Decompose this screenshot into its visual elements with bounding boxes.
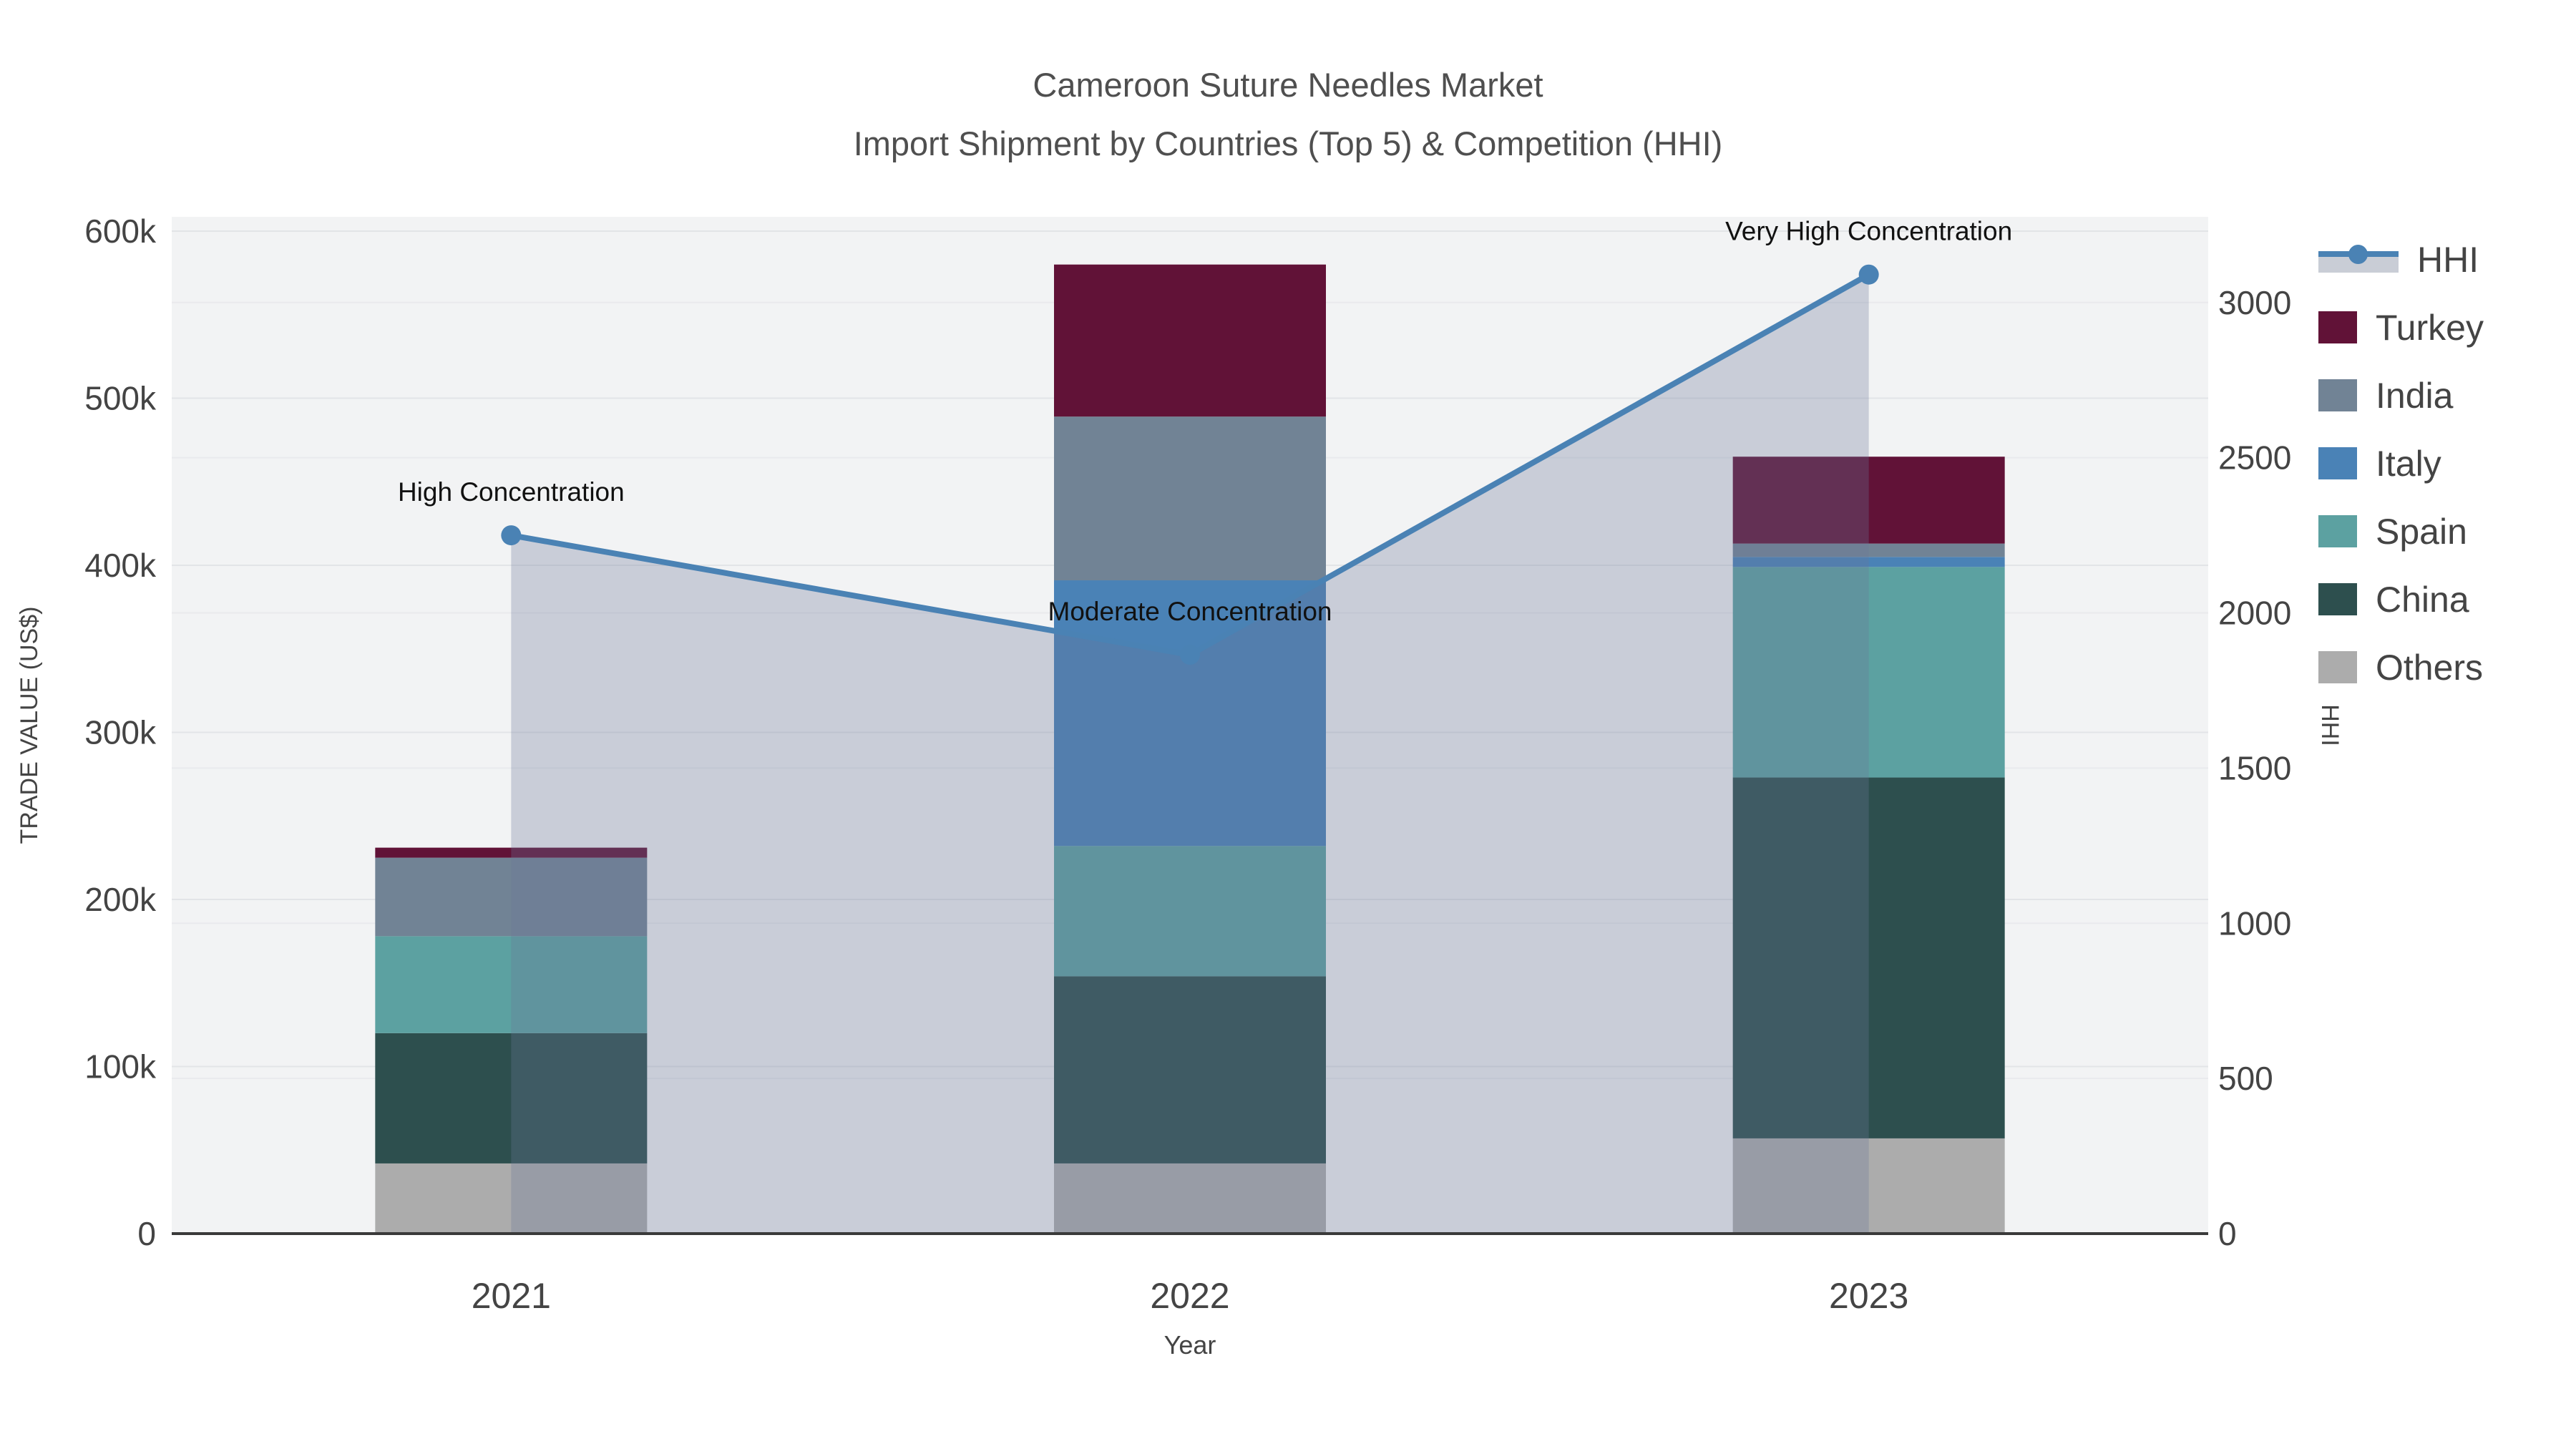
y-right-axis-title: HHI — [2316, 704, 2343, 746]
bar-segment-india-2023[interactable] — [1732, 543, 2005, 557]
legend-swatch-italy — [2318, 447, 2357, 479]
x-tick-2022: 2022 — [1150, 1276, 1229, 1316]
legend-item-others[interactable]: Others — [2318, 633, 2484, 701]
hhi-marker-2023[interactable] — [1858, 264, 1879, 285]
legend-item-spain[interactable]: Spain — [2318, 497, 2484, 565]
x-tick-2021: 2021 — [472, 1276, 551, 1316]
legend-swatch-spain — [2318, 515, 2357, 547]
bar-segment-spain-2023[interactable] — [1732, 567, 2005, 778]
y-left-tick-300k: 300k — [84, 714, 157, 751]
legend-label-italy: Italy — [2376, 443, 2441, 484]
y-left-tick-200k: 200k — [84, 881, 157, 918]
legend-label-spain: Spain — [2376, 511, 2467, 552]
legend-item-china[interactable]: China — [2318, 565, 2484, 633]
hhi-marker-2022[interactable] — [1180, 645, 1200, 665]
bar-segment-china-2022[interactable] — [1054, 976, 1326, 1163]
bar-segment-others-2023[interactable] — [1732, 1138, 2005, 1234]
y-left-tick-0: 0 — [137, 1215, 156, 1252]
annotation-2022: Moderate Concentration — [1048, 597, 1332, 626]
chart-title-line1: Cameroon Suture Needles Market — [1033, 66, 1543, 104]
y-left-tick-600k: 600k — [84, 213, 157, 250]
bar-segment-india-2021[interactable] — [375, 857, 648, 937]
y-right-tick-2000: 2000 — [2218, 595, 2291, 632]
y-right-tick-2500: 2500 — [2218, 439, 2291, 477]
y-left-axis-title: TRADE VALUE (US$) — [16, 607, 43, 844]
bar-segment-italy-2022[interactable] — [1054, 580, 1326, 847]
legend-item-india[interactable]: India — [2318, 361, 2484, 429]
bar-segment-turkey-2022[interactable] — [1054, 264, 1326, 417]
bar-segment-others-2021[interactable] — [375, 1163, 648, 1234]
annotation-2021: High Concentration — [398, 477, 625, 507]
x-axis-title: Year — [1164, 1330, 1216, 1360]
legend-swatch-others — [2318, 651, 2357, 683]
legend-label-turkey: Turkey — [2376, 307, 2484, 348]
legend-label-hhi: HHI — [2417, 239, 2479, 280]
bar-segment-china-2023[interactable] — [1732, 777, 2005, 1138]
bar-segment-turkey-2023[interactable] — [1732, 457, 2005, 544]
legend-item-italy[interactable]: Italy — [2318, 429, 2484, 497]
annotation-2023: Very High Concentration — [1725, 217, 2012, 246]
bar-segment-italy-2023[interactable] — [1732, 557, 2005, 567]
legend-item-turkey[interactable]: Turkey — [2318, 293, 2484, 361]
bar-segment-india-2022[interactable] — [1054, 416, 1326, 581]
bar-segment-turkey-2021[interactable] — [375, 847, 648, 858]
y-right-tick-3000: 3000 — [2218, 284, 2291, 321]
y-right-tick-1500: 1500 — [2218, 749, 2291, 786]
y-left-tick-100k: 100k — [84, 1048, 157, 1085]
bar-segment-spain-2021[interactable] — [375, 936, 648, 1033]
legend-label-others: Others — [2376, 647, 2484, 688]
hhi-area-fill — [511, 274, 1869, 1234]
bar-segment-china-2021[interactable] — [375, 1033, 648, 1163]
bar-segment-others-2022[interactable] — [1054, 1163, 1326, 1234]
bar-segment-spain-2022[interactable] — [1054, 846, 1326, 977]
y-right-tick-500: 500 — [2218, 1060, 2273, 1097]
legend-label-india: India — [2376, 375, 2454, 416]
chart-title-line2: Import Shipment by Countries (Top 5) & C… — [853, 125, 1723, 162]
y-right-tick-0: 0 — [2218, 1215, 2237, 1252]
hhi-line-icon — [2318, 243, 2399, 277]
chart-title: Cameroon Suture Needles Market Import Sh… — [0, 56, 2576, 173]
legend-item-hhi[interactable]: HHI — [2318, 225, 2484, 293]
y-left-tick-500k: 500k — [84, 380, 157, 417]
x-tick-2023: 2023 — [1829, 1276, 1908, 1316]
legend: HHI Turkey India Italy Spain China Others — [2318, 225, 2484, 701]
hhi-marker-2021[interactable] — [501, 525, 522, 546]
y-right-tick-1000: 1000 — [2218, 904, 2291, 942]
legend-swatch-china — [2318, 583, 2357, 615]
legend-label-china: China — [2376, 579, 2469, 620]
legend-swatch-india — [2318, 379, 2357, 411]
y-left-tick-400k: 400k — [84, 547, 157, 584]
legend-swatch-turkey — [2318, 311, 2357, 343]
